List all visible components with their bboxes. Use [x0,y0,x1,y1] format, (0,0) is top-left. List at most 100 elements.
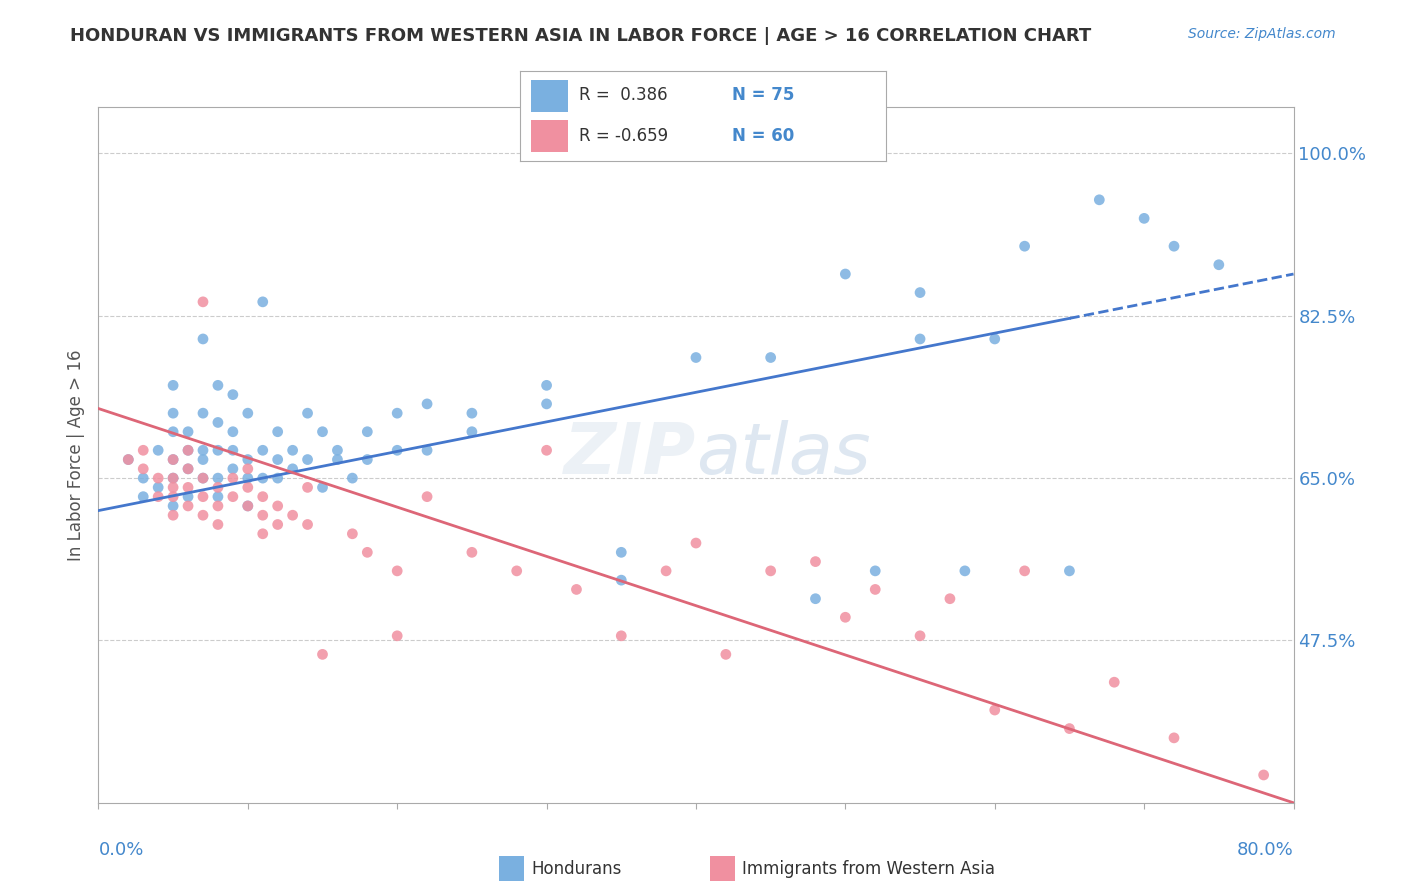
Point [148,443,170,458]
Point [236,471,259,485]
Point [267,452,290,467]
Point [162,378,184,392]
Point [385,406,409,420]
Point [311,648,333,662]
Point [191,471,214,485]
Text: N = 75: N = 75 [733,87,794,104]
Point [236,499,259,513]
Point [1059,564,1081,578]
Point [177,490,200,504]
Text: 80.0%: 80.0% [1237,841,1294,859]
Point [908,629,931,643]
Point [177,480,200,494]
Point [162,508,184,523]
Point [252,294,274,309]
Point [908,285,931,300]
Point [148,480,170,494]
Point [1208,258,1230,272]
Point [356,425,378,439]
Point [297,480,319,494]
Point [759,351,782,365]
Point [865,582,887,597]
Point [834,267,856,281]
Point [132,471,155,485]
Point [416,443,439,458]
Point [416,397,439,411]
Point [207,416,229,430]
Point [252,526,274,541]
Point [177,425,200,439]
Point [222,443,245,458]
Point [536,443,558,458]
Point [191,294,214,309]
Point [1014,564,1036,578]
Point [1014,239,1036,253]
Point [834,610,856,624]
Point [177,462,200,476]
Point [207,443,229,458]
Point [222,387,245,401]
Text: R =  0.386: R = 0.386 [579,87,668,104]
Point [1253,768,1275,782]
Point [610,573,633,587]
Point [685,351,707,365]
Point [236,480,259,494]
Point [1163,731,1185,745]
Point [461,545,484,559]
Point [207,490,229,504]
Point [162,499,184,513]
Point [207,480,229,494]
Point [356,452,378,467]
Text: N = 60: N = 60 [733,127,794,145]
Point [461,406,484,420]
Text: atlas: atlas [696,420,870,490]
Point [252,443,274,458]
Point [148,490,170,504]
Point [117,452,139,467]
Point [267,499,290,513]
Point [385,629,409,643]
Point [984,703,1007,717]
Point [222,490,245,504]
Point [162,490,184,504]
Point [281,462,304,476]
Point [236,499,259,513]
Point [162,471,184,485]
Point [191,490,214,504]
Point [162,452,184,467]
Point [297,517,319,532]
Point [177,462,200,476]
Point [1133,211,1156,226]
Point [342,471,364,485]
Point [461,425,484,439]
Point [117,452,139,467]
Point [610,545,633,559]
Point [1104,675,1126,690]
Point [236,452,259,467]
Text: R = -0.659: R = -0.659 [579,127,668,145]
Point [342,526,364,541]
Point [132,462,155,476]
Point [536,397,558,411]
Point [984,332,1007,346]
Point [804,591,827,606]
Point [191,452,214,467]
Point [207,499,229,513]
Text: HONDURAN VS IMMIGRANTS FROM WESTERN ASIA IN LABOR FORCE | AGE > 16 CORRELATION C: HONDURAN VS IMMIGRANTS FROM WESTERN ASIA… [70,27,1091,45]
Point [416,490,439,504]
Point [207,471,229,485]
Y-axis label: In Labor Force | Age > 16: In Labor Force | Age > 16 [66,349,84,561]
Text: Immigrants from Western Asia: Immigrants from Western Asia [742,860,995,878]
Point [953,564,976,578]
Point [311,480,333,494]
Point [132,443,155,458]
Point [191,471,214,485]
Point [207,378,229,392]
Point [162,406,184,420]
Text: 0.0%: 0.0% [98,841,143,859]
Point [939,591,962,606]
Point [685,536,707,550]
Point [356,545,378,559]
Point [326,443,349,458]
Point [177,499,200,513]
